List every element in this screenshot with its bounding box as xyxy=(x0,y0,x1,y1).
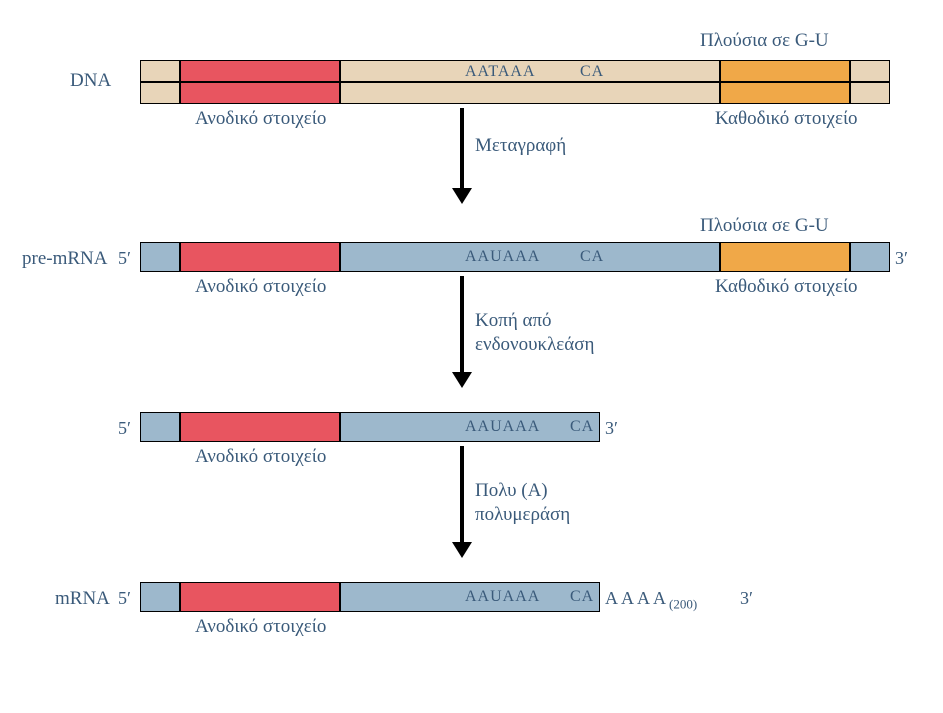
downstream-label-dna: Καθοδικό στοιχείο xyxy=(715,108,858,130)
downstream-label-premrna: Καθοδικό στοιχείο xyxy=(715,276,858,298)
cleavage-label-2: ενδονουκλεάση xyxy=(475,334,594,356)
dna-ca: CA xyxy=(580,63,604,81)
arrow-polya-head xyxy=(452,542,472,558)
premrna-3prime: 3′ xyxy=(895,248,908,269)
cut-ca: CA xyxy=(570,418,594,436)
arrow-polya-line xyxy=(460,446,464,544)
polyadenylation-diagram: Πλούσια σε G-U DNA AATAAA CA Ανοδικό στο… xyxy=(20,20,923,693)
polya-label-1: Πολυ (Α) xyxy=(475,480,548,502)
mrna-3prime: 3′ xyxy=(740,588,753,609)
upstream-label-dna: Ανοδικό στοιχείο xyxy=(195,108,326,130)
premrna-ca: CA xyxy=(580,248,604,266)
premrna-aauaaa: AAUAAA xyxy=(465,248,540,266)
dna-aataaa: AATAAA xyxy=(465,63,536,81)
gu-rich-label-rna: Πλούσια σε G-U xyxy=(700,215,829,237)
polya-tail: AAAA(200) xyxy=(605,588,697,613)
cut-3prime: 3′ xyxy=(605,418,618,439)
polya-label-2: πολυμεράση xyxy=(475,504,570,526)
mrna-label: mRNA xyxy=(55,588,110,610)
transcription-label: Μεταγραφή xyxy=(475,135,566,157)
upstream-label-mrna: Ανοδικό στοιχείο xyxy=(195,616,326,638)
arrow-cleavage-head xyxy=(452,372,472,388)
mrna-ca: CA xyxy=(570,588,594,606)
dna-label: DNA xyxy=(70,70,111,92)
upstream-label-premrna: Ανοδικό στοιχείο xyxy=(195,276,326,298)
arrow-transcription-head xyxy=(452,188,472,204)
cut-5prime: 5′ xyxy=(118,418,131,439)
gu-rich-label-dna: Πλούσια σε G-U xyxy=(700,30,829,52)
mrna-5prime: 5′ xyxy=(118,588,131,609)
premrna-label: pre-mRNA xyxy=(22,248,107,270)
mrna-aauaaa: AAUAAA xyxy=(465,588,540,606)
premrna-5prime: 5′ xyxy=(118,248,131,269)
arrow-transcription-line xyxy=(460,108,464,190)
cleavage-label-1: Κοπή από xyxy=(475,310,552,332)
cut-aauaaa: AAUAAA xyxy=(465,418,540,436)
arrow-cleavage-line xyxy=(460,276,464,374)
upstream-label-cut: Ανοδικό στοιχείο xyxy=(195,446,326,468)
